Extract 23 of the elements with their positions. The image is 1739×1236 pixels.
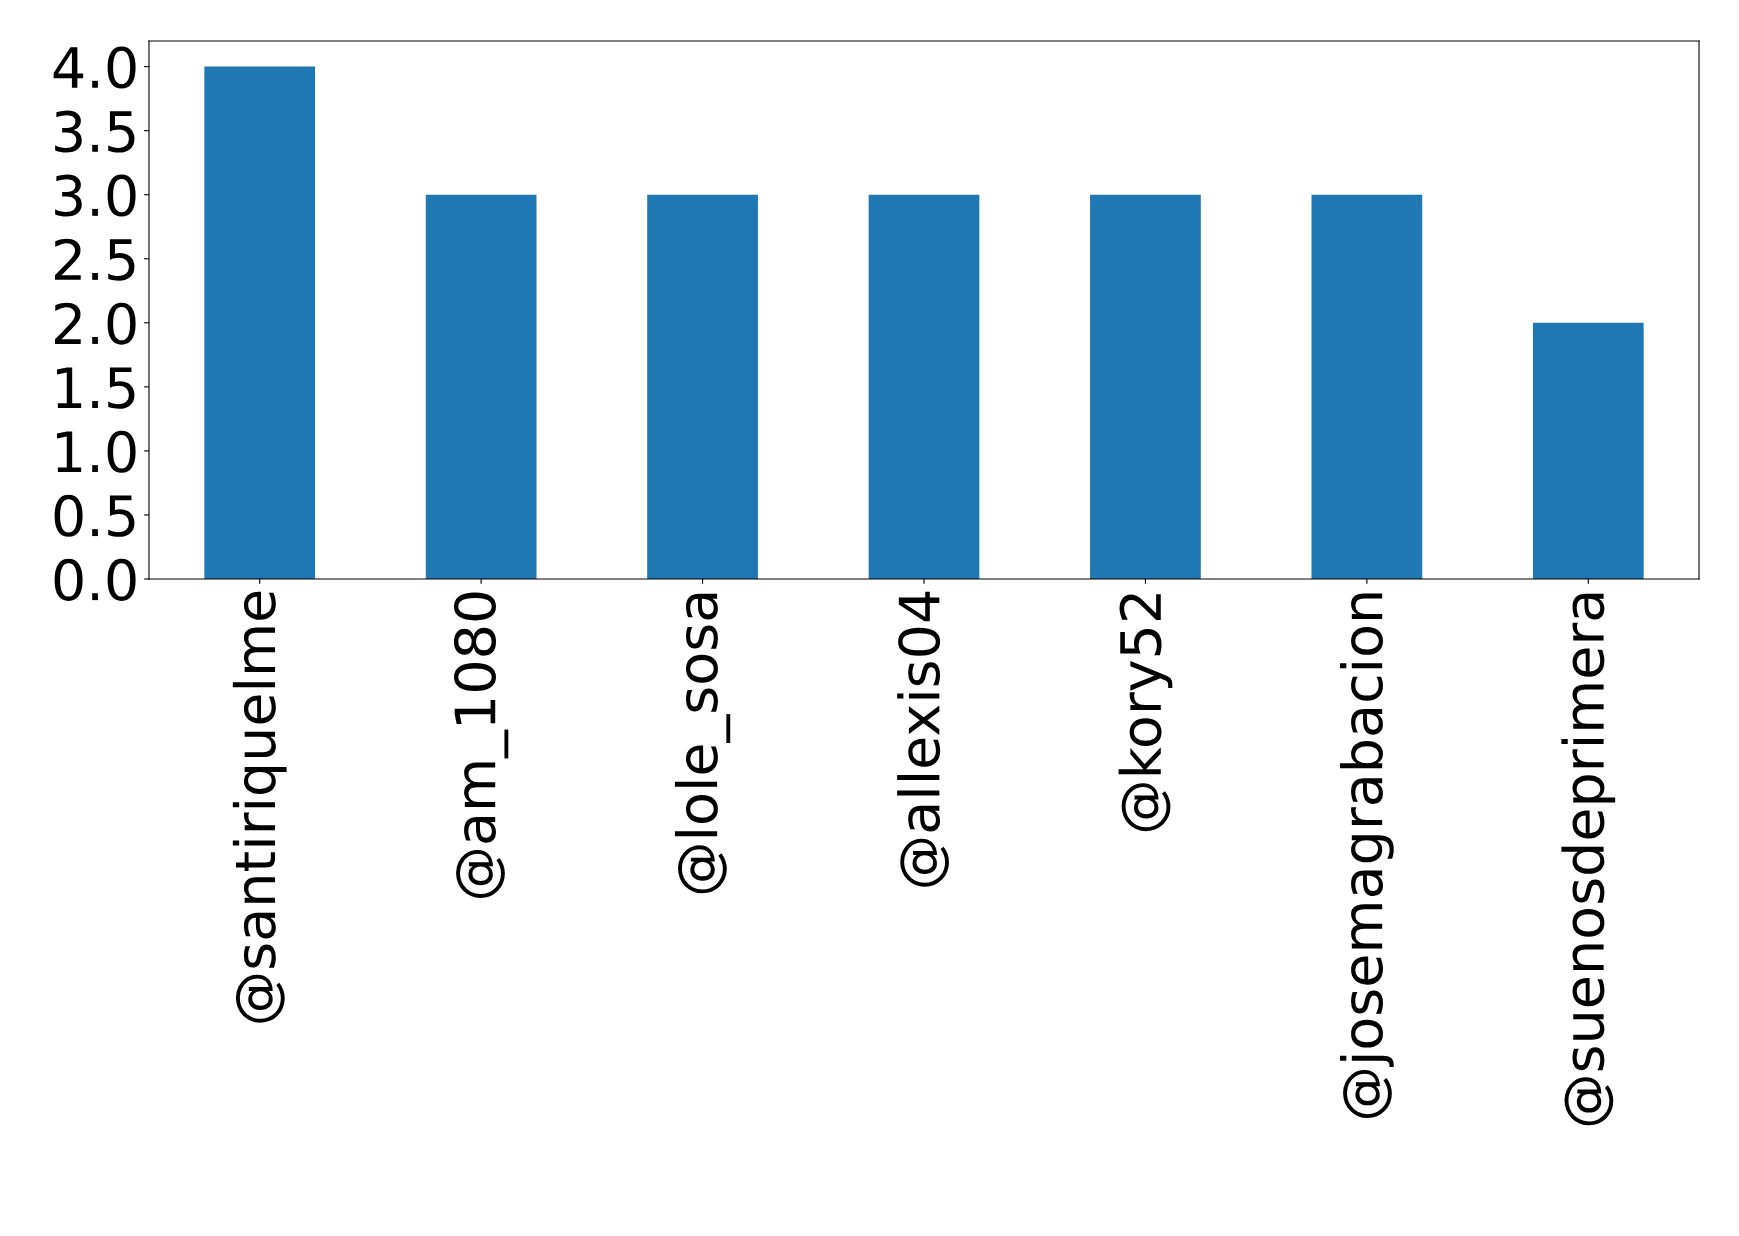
bar [647, 194, 758, 579]
y-tick-label: 0.5 [54, 494, 135, 537]
y-tick-label: 4.0 [53, 46, 136, 89]
y-tick-label: 1.5 [57, 367, 135, 409]
x-tick-label: @kory52 [1118, 594, 1173, 832]
y-tick-label: 1.0 [57, 430, 136, 473]
x-tick-label: @lole_sosa [674, 593, 731, 894]
bar [1090, 194, 1201, 579]
bar [425, 194, 537, 579]
y-tick-label: 0.0 [54, 558, 136, 601]
bar [868, 194, 980, 579]
y-tick-label: 3.0 [55, 174, 136, 217]
x-tick-label: @josemagrabacion [1339, 593, 1394, 1118]
x-tick-label: @allexis04 [897, 591, 949, 887]
bar [1532, 322, 1644, 579]
y-tick-label: 2.0 [55, 302, 136, 345]
bar [204, 66, 316, 579]
y-tick-label: 3.5 [55, 110, 135, 153]
x-tick-label: @santiriquelme [232, 591, 287, 1023]
bar [1311, 194, 1423, 579]
x-tick-label: @suenosdeprimera [1561, 593, 1616, 1126]
x-tick-label: @am_1080 [453, 592, 509, 898]
y-tick-label: 2.5 [55, 238, 135, 281]
